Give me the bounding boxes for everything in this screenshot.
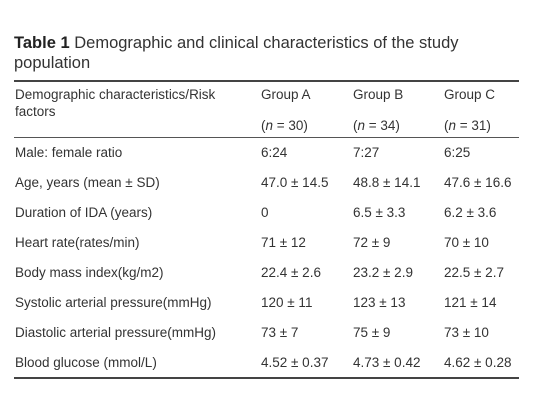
row-label: Age, years (mean ± SD) [15,175,160,190]
cell-group-a: 22.4 ± 2.6 [261,265,321,280]
cell-group-b: 4.73 ± 0.42 [353,355,421,370]
cell-group-c: 6.2 ± 3.6 [444,205,497,220]
header-n-value: = 30) [273,118,308,133]
table-caption: Table 1 Demographic and clinical charact… [14,33,519,73]
cell-group-b: 72 ± 9 [353,235,391,250]
cell-group-c: 6:25 [444,145,471,160]
cell-group-b: 23.2 ± 2.9 [353,265,413,280]
cell-group-c: 70 ± 10 [444,235,489,250]
header-rule [14,137,519,138]
cell-group-b: 48.8 ± 14.1 [353,175,421,190]
header-group-c: Group C [444,87,496,102]
cell-group-c: 22.5 ± 2.7 [444,265,504,280]
row-label: Systolic arterial pressure(mmHg) [15,295,212,310]
table-top-rule [14,80,519,82]
header-group-b: Group B [353,87,404,102]
cell-group-a: 73 ± 7 [261,325,299,340]
table-caption-text: Demographic and clinical characteristics… [14,34,459,72]
header-n-group-c: (n = 31) [444,118,491,133]
cell-group-c: 73 ± 10 [444,325,489,340]
header-first-column: Demographic characteristics/Risk factors [15,87,216,119]
header-n-value: = 34) [365,118,400,133]
cell-group-c: 4.62 ± 0.28 [444,355,512,370]
cell-group-a: 47.0 ± 14.5 [261,175,329,190]
row-label: Diastolic arterial pressure(mmHg) [15,325,217,340]
row-label: Body mass index(kg/m2) [15,265,164,280]
cell-group-b: 7:27 [353,145,380,160]
header-group-a: Group A [261,87,311,102]
cell-group-c: 47.6 ± 16.6 [444,175,512,190]
table-caption-label: Table 1 [14,34,70,52]
header-n-group-b: (n = 34) [353,118,400,133]
cell-group-b: 75 ± 9 [353,325,391,340]
header-n-var: n [448,118,457,133]
header-n-group-a: (n = 30) [261,118,308,133]
header-n-var: n [357,118,366,133]
cell-group-a: 71 ± 12 [261,235,306,250]
cell-group-a: 120 ± 11 [261,295,313,310]
cell-group-a: 0 [261,205,269,220]
row-label: Duration of IDA (years) [15,205,153,220]
table-bottom-rule [14,377,519,379]
cell-group-b: 123 ± 13 [353,295,406,310]
row-label: Heart rate(rates/min) [15,235,140,250]
cell-group-c: 121 ± 14 [444,295,497,310]
header-n-var: n [265,118,274,133]
header-n-value: = 31) [456,118,491,133]
row-label: Male: female ratio [15,145,123,160]
row-label: Blood glucose (mmol/L) [15,355,157,370]
cell-group-a: 4.52 ± 0.37 [261,355,329,370]
cell-group-a: 6:24 [261,145,288,160]
cell-group-b: 6.5 ± 3.3 [353,205,406,220]
